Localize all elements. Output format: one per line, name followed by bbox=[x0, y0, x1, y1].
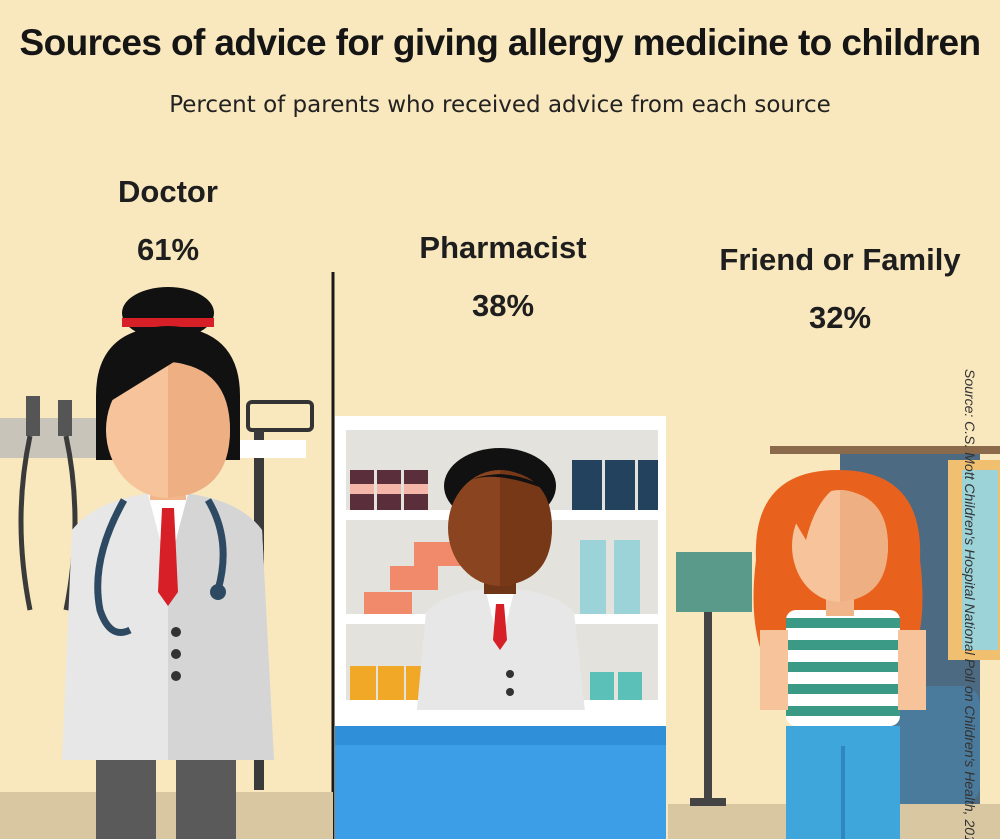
value-mark-doctor bbox=[166, 802, 170, 839]
coat-button bbox=[171, 627, 181, 637]
coat-button bbox=[506, 670, 514, 678]
wall-panel bbox=[0, 418, 100, 458]
category-label-pharmacist: Pharmacist bbox=[419, 230, 587, 265]
doctor-face-shade bbox=[168, 362, 230, 498]
girl-bangs bbox=[794, 479, 850, 540]
chart-title: Sources of advice for giving allergy med… bbox=[19, 22, 982, 63]
doctor-hair-band bbox=[122, 318, 214, 327]
girl-arm-left bbox=[760, 630, 788, 710]
pharmacist-face-shade bbox=[500, 470, 552, 586]
counter-top bbox=[335, 710, 666, 726]
chart-subtitle: Percent of parents who received advice f… bbox=[169, 92, 831, 118]
value-label-doctor: 61% bbox=[136, 232, 200, 267]
window-glass bbox=[962, 470, 998, 650]
doctor-coat-shade bbox=[168, 492, 274, 760]
coat-button bbox=[171, 649, 181, 659]
doctor-leg-left bbox=[96, 760, 156, 839]
doctor-tie bbox=[158, 508, 178, 606]
pharmacy-scene bbox=[335, 416, 666, 839]
counter-front bbox=[335, 745, 666, 839]
pharmacist-tie bbox=[493, 604, 507, 650]
height-rod-icon bbox=[246, 400, 314, 432]
category-label-doctor: Doctor bbox=[118, 174, 218, 209]
doctor-leg-right bbox=[176, 760, 236, 839]
doctor-bangs bbox=[106, 351, 190, 404]
lamp-base bbox=[690, 798, 726, 806]
pharmacist-hairline bbox=[448, 474, 552, 500]
ophthalmoscope-icon bbox=[58, 400, 72, 436]
doctor-scene bbox=[0, 287, 333, 839]
shirt-stripe bbox=[786, 706, 900, 716]
value-mark-pharmacist bbox=[501, 816, 505, 839]
pharmacist-coat bbox=[416, 588, 586, 720]
source-note: Source: C.S. Mott Children's Hospital Na… bbox=[962, 369, 978, 839]
shirt-stripe bbox=[786, 684, 900, 694]
family-scene bbox=[668, 446, 1000, 839]
coat-button bbox=[171, 671, 181, 681]
stethoscope-tube bbox=[204, 498, 227, 591]
girl-face-shade bbox=[840, 490, 888, 602]
lamp-shade-icon bbox=[676, 552, 752, 612]
doctor-floor bbox=[0, 792, 333, 839]
lamp-pole bbox=[704, 612, 712, 804]
stethoscope-chest-piece bbox=[210, 584, 226, 600]
value-label-friend-or-family: 32% bbox=[808, 300, 872, 335]
otoscope-icon bbox=[26, 396, 40, 436]
shirt-stripe bbox=[786, 662, 900, 672]
value-label-pharmacist: 38% bbox=[471, 288, 535, 323]
medicine-boxes-middle bbox=[364, 540, 640, 614]
coat-button bbox=[506, 688, 514, 696]
category-label-friend-or-family: Friend or Family bbox=[719, 242, 961, 277]
shirt-stripe bbox=[786, 640, 900, 650]
girl-arm-right bbox=[898, 630, 926, 710]
jeans-seam bbox=[841, 746, 845, 839]
medicine-bottles-top bbox=[350, 460, 658, 510]
instrument-cords bbox=[18, 435, 78, 611]
curtain-rod bbox=[770, 446, 1000, 454]
shirt-stripe bbox=[786, 618, 900, 628]
stethoscope-icon bbox=[94, 498, 132, 636]
value-mark-friend-or-family bbox=[838, 820, 842, 839]
scale-shelf bbox=[226, 440, 306, 458]
